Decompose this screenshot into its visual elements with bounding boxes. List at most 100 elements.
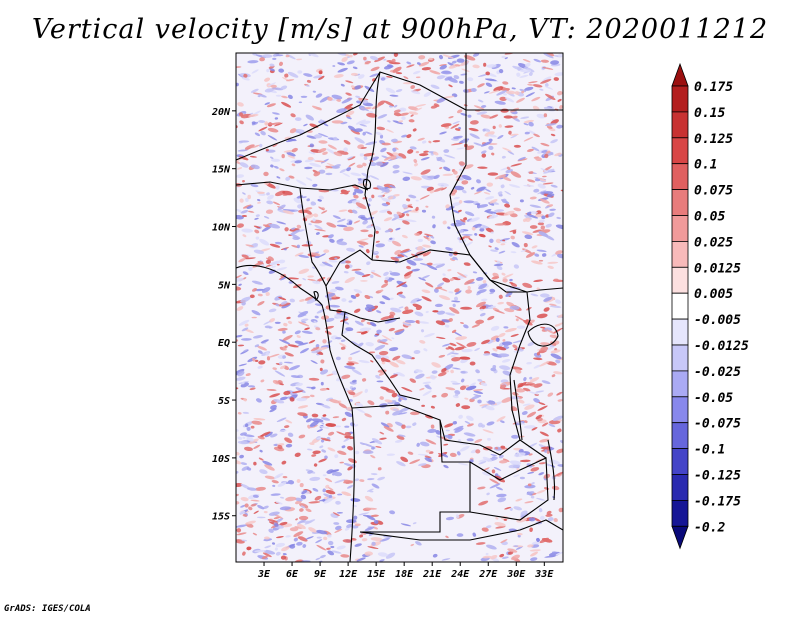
downdraft-patch xyxy=(279,396,288,401)
colorbar-segment xyxy=(671,448,689,475)
border-niger-chad xyxy=(364,71,381,261)
updraft-patch xyxy=(424,455,431,459)
updraft-patch xyxy=(350,72,359,76)
downdraft-patch xyxy=(380,422,390,428)
updraft-patch xyxy=(278,296,287,301)
updraft-patch xyxy=(377,100,385,106)
updraft-patch xyxy=(287,155,296,159)
downdraft-patch xyxy=(328,259,338,263)
updraft-patch xyxy=(383,156,392,161)
updraft-patch xyxy=(298,405,308,409)
downdraft-patch xyxy=(242,271,249,276)
downdraft-patch xyxy=(430,374,436,380)
downdraft-patch xyxy=(241,381,245,385)
downdraft-patch xyxy=(485,188,491,193)
updraft-patch xyxy=(435,336,446,340)
lat-tick-label: 10N xyxy=(212,223,231,234)
downdraft-patch xyxy=(364,526,375,531)
updraft-patch xyxy=(239,198,244,203)
downdraft-patch xyxy=(544,327,553,332)
updraft-patch xyxy=(400,248,410,253)
updraft-patch xyxy=(343,226,354,232)
updraft-patch xyxy=(523,136,534,142)
downdraft-patch xyxy=(350,341,359,346)
downdraft-patch xyxy=(238,319,250,326)
updraft-patch xyxy=(299,508,304,512)
updraft-patch xyxy=(442,220,447,225)
updraft-patch xyxy=(247,194,251,200)
downdraft-patch xyxy=(260,130,266,136)
updraft-patch xyxy=(528,453,533,456)
updraft-patch xyxy=(530,467,540,472)
lon-tick-label: 18E xyxy=(395,569,414,580)
updraft-patch xyxy=(375,333,379,336)
updraft-patch xyxy=(498,332,506,338)
downdraft-patch xyxy=(303,123,308,127)
colorbar-segment xyxy=(671,370,689,398)
updraft-patch xyxy=(494,522,506,527)
updraft-patch xyxy=(296,58,303,61)
downdraft-patch xyxy=(539,293,550,298)
downdraft-patch xyxy=(356,100,362,104)
downdraft-patch xyxy=(539,88,544,91)
updraft-patch xyxy=(441,187,447,191)
updraft-patch xyxy=(523,320,533,326)
downdraft-patch xyxy=(364,307,373,312)
downdraft-patch xyxy=(354,478,360,482)
downdraft-patch xyxy=(396,461,406,467)
updraft-patch xyxy=(482,555,492,559)
updraft-patch xyxy=(345,260,351,264)
downdraft-patch xyxy=(472,53,480,57)
updraft-patch xyxy=(462,164,474,170)
downdraft-patch xyxy=(543,53,554,59)
updraft-patch xyxy=(557,356,563,361)
updraft-patch xyxy=(449,452,457,458)
downdraft-patch xyxy=(485,78,497,82)
downdraft-patch xyxy=(263,320,271,325)
updraft-patch xyxy=(383,217,393,222)
downdraft-patch xyxy=(285,535,291,538)
downdraft-patch xyxy=(314,224,323,230)
downdraft-patch xyxy=(265,352,270,356)
lon-tick-label: 24E xyxy=(450,569,470,580)
updraft-patch xyxy=(460,322,464,324)
updraft-patch xyxy=(400,456,409,463)
downdraft-patch xyxy=(339,168,347,174)
downdraft-patch xyxy=(354,450,360,455)
downdraft-patch xyxy=(389,185,396,189)
updraft-patch xyxy=(537,177,547,182)
downdraft-patch xyxy=(513,474,520,478)
updraft-patch xyxy=(276,263,280,266)
updraft-patch xyxy=(364,60,371,65)
downdraft-patch xyxy=(266,69,270,73)
downdraft-patch xyxy=(520,116,530,119)
updraft-patch xyxy=(356,240,369,245)
downdraft-patch xyxy=(319,119,323,123)
downdraft-patch xyxy=(320,369,329,375)
updraft-patch xyxy=(377,467,382,471)
updraft-patch xyxy=(540,79,552,84)
downdraft-patch xyxy=(550,184,558,188)
updraft-patch xyxy=(363,56,367,61)
downdraft-patch xyxy=(375,375,381,379)
updraft-patch xyxy=(441,392,449,398)
updraft-patch xyxy=(262,224,271,228)
updraft-patch xyxy=(375,255,379,259)
updraft-patch xyxy=(360,331,368,335)
colorbar-segment xyxy=(671,318,689,346)
downdraft-patch xyxy=(490,453,498,457)
downdraft-patch xyxy=(496,265,503,271)
downdraft-patch xyxy=(290,229,301,236)
updraft-patch xyxy=(332,416,340,419)
downdraft-patch xyxy=(410,90,421,95)
updraft-patch xyxy=(348,356,353,361)
updraft-patch xyxy=(399,112,409,116)
updraft-patch xyxy=(487,172,499,176)
downdraft-patch xyxy=(503,344,509,347)
updraft-patch xyxy=(430,424,435,429)
downdraft-patch xyxy=(357,342,364,347)
updraft-patch xyxy=(496,416,506,422)
updraft-patch xyxy=(431,394,437,398)
updraft-patch xyxy=(419,153,429,157)
updraft-patch xyxy=(523,420,528,423)
